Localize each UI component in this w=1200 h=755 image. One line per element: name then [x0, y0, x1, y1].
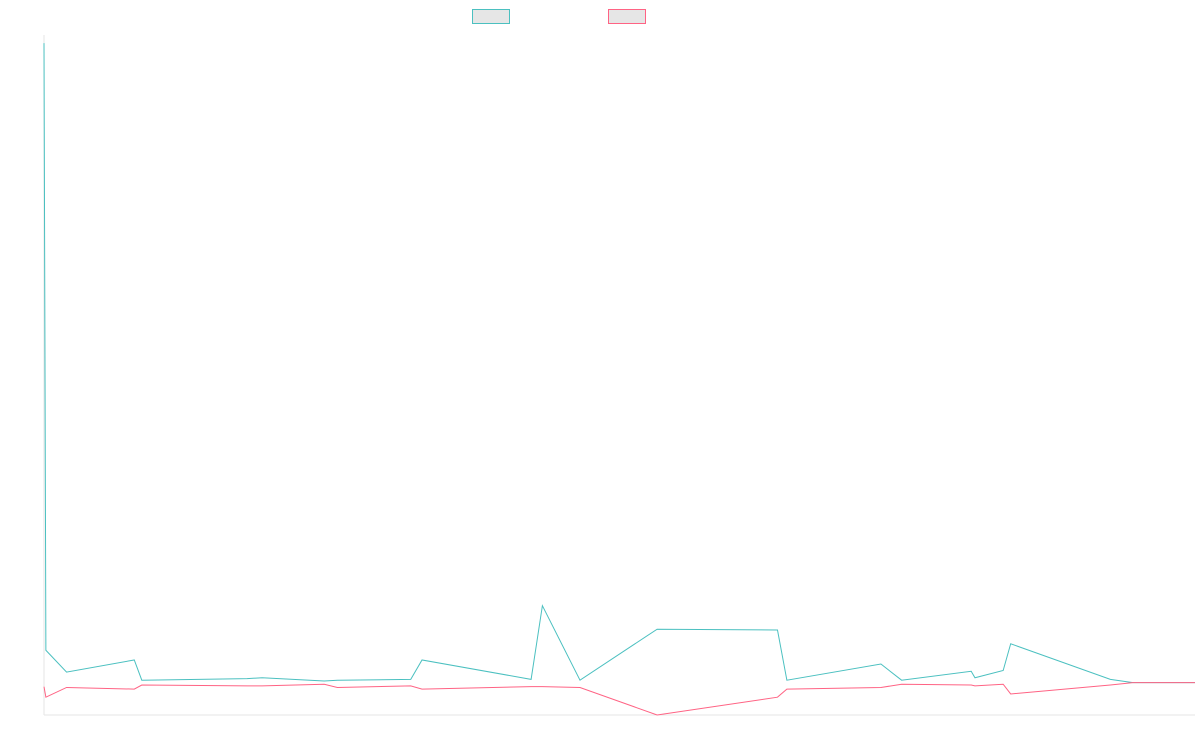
legend-swatch-series-1 [472, 9, 510, 24]
series-2-line [44, 683, 1195, 715]
legend-swatch-series-2 [608, 9, 646, 24]
legend-item-series-1[interactable] [472, 9, 516, 24]
series-1-line [44, 43, 1195, 683]
legend [472, 9, 652, 24]
legend-item-series-2[interactable] [608, 9, 652, 24]
